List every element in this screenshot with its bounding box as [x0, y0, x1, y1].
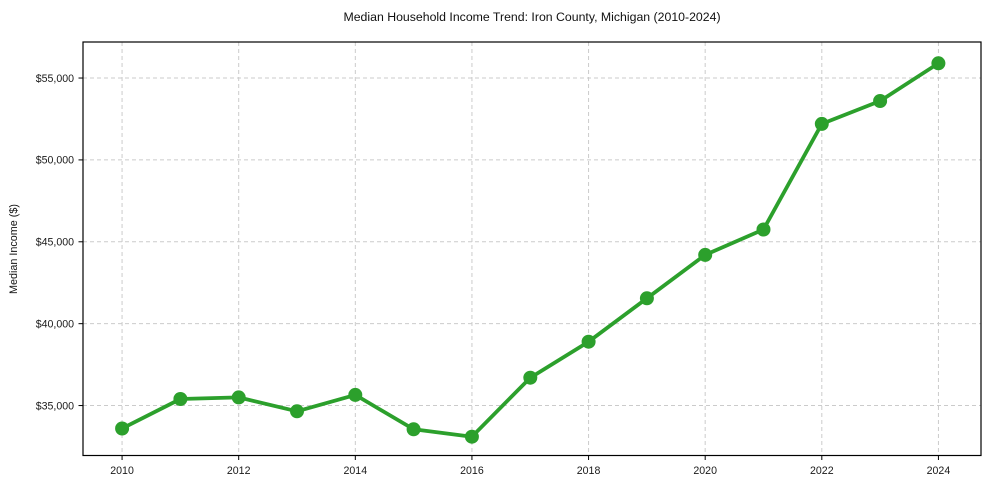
data-point-2011 — [173, 392, 188, 406]
data-point-2020 — [698, 247, 713, 262]
x-tick-label: 2010 — [110, 465, 134, 477]
data-point-2022 — [814, 116, 829, 131]
data-point-2013 — [290, 404, 304, 419]
data-point-2010 — [115, 421, 130, 436]
x-tick-label: 2024 — [927, 465, 951, 477]
x-tick-label: 2018 — [577, 465, 601, 477]
data-point-2023 — [873, 94, 888, 108]
x-tick-label: 2014 — [344, 465, 368, 477]
data-point-2017 — [523, 370, 538, 385]
y-tick-label: $45,000 — [36, 237, 74, 249]
x-tick-label: 2020 — [693, 465, 717, 477]
data-point-2012 — [231, 390, 246, 405]
data-point-2015 — [406, 422, 421, 437]
y-tick-label: $50,000 — [36, 155, 74, 167]
data-point-2019 — [639, 291, 654, 306]
data-point-2016 — [464, 429, 479, 444]
data-point-2021 — [756, 222, 771, 237]
chart-title: Median Household Income Trend: Iron Coun… — [343, 10, 721, 24]
data-point-2014 — [348, 387, 363, 402]
y-tick-label: $35,000 — [36, 400, 74, 412]
y-tick-label: $40,000 — [36, 318, 74, 330]
x-tick-label: 2012 — [227, 465, 251, 477]
y-tick-label: $55,000 — [36, 73, 74, 85]
plot-border — [82, 41, 982, 457]
x-tick-label: 2022 — [810, 465, 834, 477]
x-tick-label: 2016 — [460, 465, 484, 477]
data-point-2018 — [581, 334, 596, 349]
data-point-2024 — [931, 56, 946, 71]
